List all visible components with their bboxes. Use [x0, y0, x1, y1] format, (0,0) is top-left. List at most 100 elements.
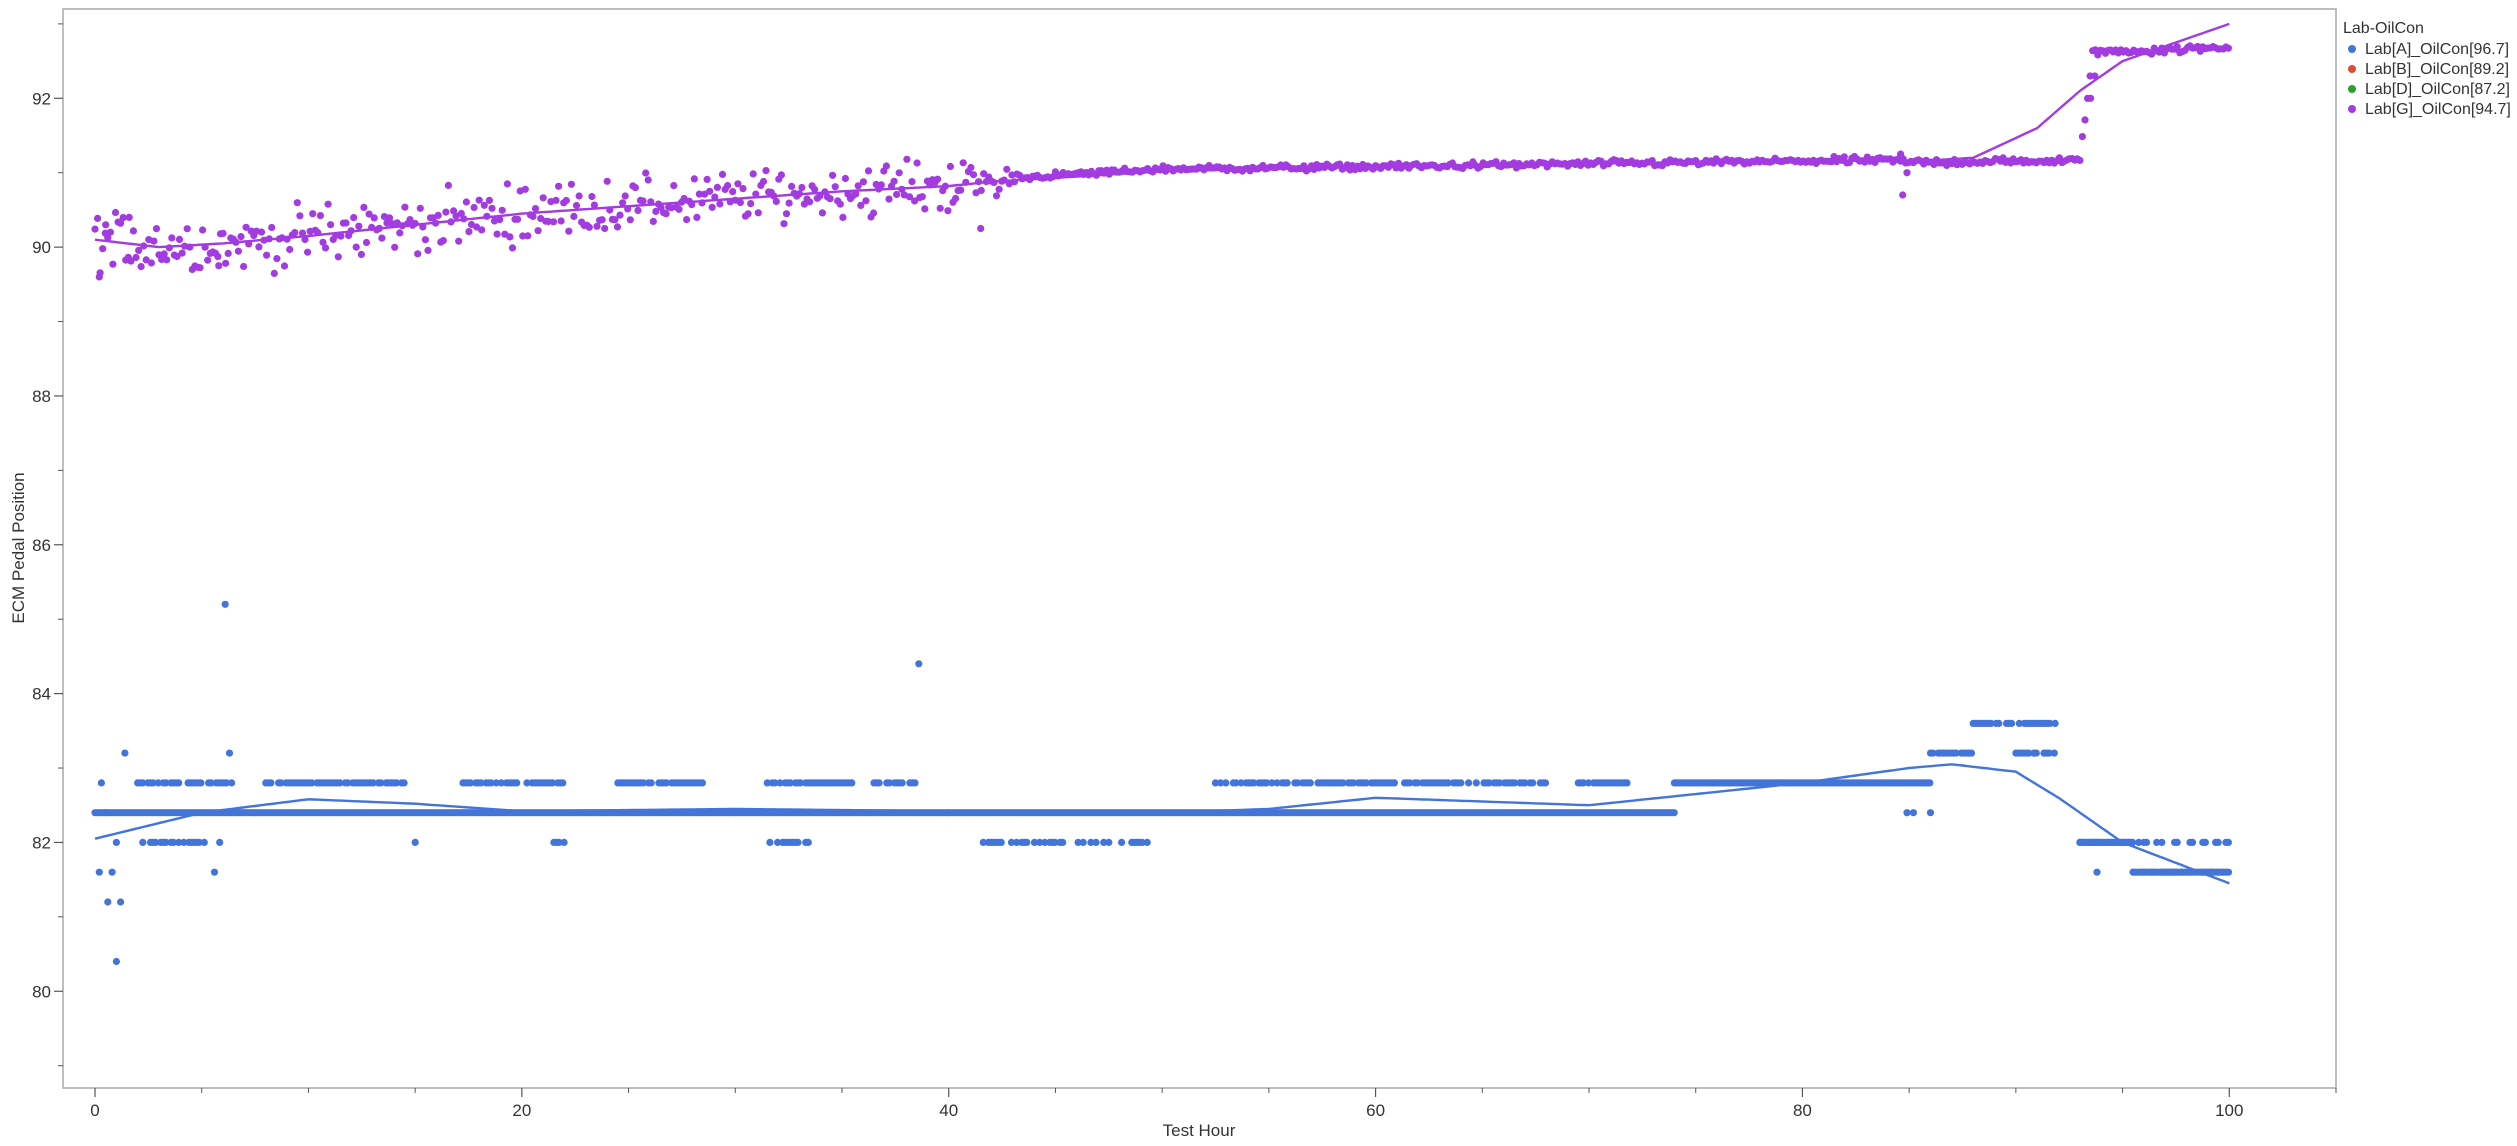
data-point: [139, 838, 147, 847]
data-point: [567, 180, 576, 188]
data-point: [957, 186, 965, 194]
data-point: [969, 171, 978, 179]
data-point: [365, 210, 373, 218]
data-point: [286, 245, 294, 254]
outlier-point: [104, 898, 112, 906]
data-point: [352, 243, 360, 251]
data-point: [560, 838, 568, 847]
data-point: [2173, 43, 2181, 51]
data-point: [109, 260, 117, 268]
data-point: [324, 200, 332, 208]
data-point: [304, 248, 312, 256]
data-point: [455, 237, 463, 245]
data-point: [763, 779, 771, 787]
axes-layer: 0 20 40 60 80 100 80 82 84 86 88 90 92: [32, 23, 2337, 1120]
data-point: [557, 217, 565, 225]
data-point: [163, 256, 171, 264]
data-point: [362, 238, 371, 247]
x-axis-title: Test Hour: [1163, 1121, 1236, 1140]
data-point: [806, 198, 814, 206]
data-point: [639, 197, 647, 205]
data-point: [683, 216, 691, 224]
data-point: [268, 223, 276, 232]
data-point: [196, 264, 204, 272]
data-point: [829, 171, 837, 179]
outlier-point: [221, 600, 229, 608]
data-point: [1670, 809, 1678, 817]
data-point: [222, 259, 230, 267]
data-point: [565, 227, 573, 235]
data-point: [2051, 719, 2059, 728]
data-point: [752, 190, 760, 198]
outlier-point: [1909, 809, 1917, 817]
x-tick-label: 80: [1793, 1101, 1812, 1120]
data-point: [406, 216, 414, 224]
data-point: [94, 214, 102, 222]
data-point: [421, 236, 429, 244]
data-point: [296, 212, 304, 220]
data-point: [342, 219, 350, 227]
data-point: [2015, 719, 2023, 728]
data-point: [180, 838, 188, 847]
data-point: [219, 229, 227, 237]
data-point: [485, 196, 493, 204]
data-point: [178, 249, 186, 257]
data-point: [1250, 779, 1258, 787]
data-point: [2224, 838, 2232, 847]
data-point: [1623, 779, 1631, 787]
data-point: [759, 177, 768, 186]
data-point: [1521, 779, 1529, 787]
data-point: [462, 198, 470, 206]
legend-label: Lab[A]_OilCon[96.7]: [2365, 41, 2509, 58]
data-point: [160, 250, 168, 258]
data-point: [967, 163, 975, 172]
data-point: [862, 197, 870, 205]
data-point: [908, 178, 916, 186]
data-point: [378, 234, 386, 242]
data-point: [106, 228, 114, 236]
data-point: [1023, 838, 1031, 847]
data-point: [1041, 838, 1049, 847]
data-point: [280, 262, 289, 270]
marks-layer: [91, 22, 2233, 966]
data-point: [593, 222, 601, 230]
data-point: [2173, 868, 2181, 876]
outlier-point: [1897, 150, 1905, 158]
data-point: [652, 207, 660, 215]
data-point: [903, 155, 911, 163]
data-point: [911, 779, 919, 787]
data-point: [129, 227, 137, 235]
data-point: [611, 216, 619, 224]
data-point: [2173, 838, 2181, 847]
x-tick-label: 20: [512, 1101, 531, 1120]
y-tick-label: 82: [32, 833, 51, 852]
data-point: [1030, 838, 1039, 847]
data-point: [255, 243, 263, 251]
data-point: [2219, 868, 2227, 876]
data-point: [882, 162, 891, 170]
data-point: [590, 201, 599, 209]
legend-marker: [2348, 45, 2356, 53]
data-point: [506, 233, 514, 241]
data-point: [1087, 838, 1095, 847]
data-point: [744, 210, 752, 218]
legend-items: Lab[A]_OilCon[96.7] Lab[B]_OilCon[89.2] La…: [2348, 41, 2511, 118]
outlier-point: [121, 749, 129, 757]
outlier-point: [112, 957, 120, 966]
data-point: [257, 228, 266, 236]
data-point: [529, 212, 537, 220]
data-point: [291, 229, 299, 237]
data-point: [619, 199, 627, 207]
data-point: [385, 214, 394, 222]
data-point: [2150, 868, 2158, 876]
data-point: [539, 194, 547, 202]
data-point: [424, 246, 432, 254]
data-point: [175, 838, 183, 847]
data-point: [488, 204, 496, 212]
data-point: [132, 253, 140, 262]
data-point: [316, 212, 324, 220]
data-point: [336, 779, 344, 787]
data-point: [2178, 868, 2186, 876]
data-point: [1079, 838, 1087, 847]
data-point: [749, 170, 757, 178]
